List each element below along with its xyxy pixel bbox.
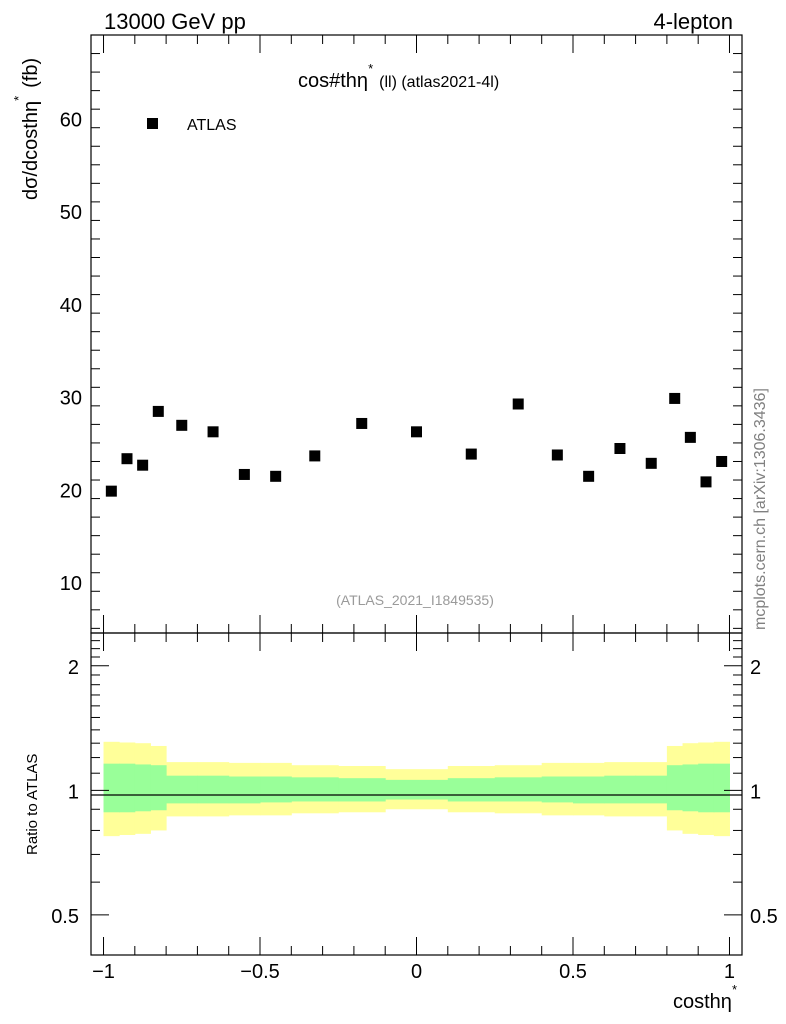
data-point [669,392,681,404]
ratio-band-inner [260,776,292,803]
data-point [614,443,626,455]
ratio-band-inner [666,765,684,811]
data-point [583,470,595,482]
ratio-band-inner [385,779,449,800]
ratio-uncertainty-bands [103,741,730,837]
ratio-x-axis: −1 −0.5 0 0.5 1 [92,633,735,983]
data-point [105,485,117,497]
main-y-tick-label: 10 [60,573,82,595]
main-title: cos#thη* (ll) (atlas2021-4l) [298,61,499,92]
ratio-band-inner [572,776,605,804]
ratio-y-axis-label: Ratio to ATLAS [24,754,41,855]
ratio-band-inner [494,777,543,802]
ratio-band-inner [134,764,151,812]
legend-marker-atlas [147,118,158,129]
ratio-y-tick-label: 0.5 [51,906,79,928]
source-side-label: mcplots.cern.ch [arXiv:1306.3436] [752,388,769,630]
ratio-y-tick-label: 2 [68,657,79,679]
main-y-axis-label-superscript: * [11,96,26,101]
main-y-tick-label: 60 [60,109,82,131]
ratio-band-inner [197,775,230,804]
ratio-y-tick-label-right: 0.5 [750,906,778,928]
ratio-band-inner [291,777,339,802]
data-point [645,457,657,469]
data-point [551,449,563,461]
x-tick-label: 0 [411,961,422,983]
x-tick-label: 0.5 [559,961,587,983]
x-tick-label: 1 [724,961,735,983]
ratio-band-inner [682,764,699,812]
ratio-band-inner [338,778,386,802]
header-energy-label: 13000 GeV pp [104,9,246,34]
ratio-band-inner [713,763,730,813]
x-tick-label: −0.5 [240,961,279,983]
ratio-band-inner [447,778,496,802]
main-data-points [105,392,728,497]
ratio-band-inner [604,775,637,804]
data-point [512,398,524,410]
data-point [121,453,133,465]
main-y-axis-label-text: dσ/dcosthη [20,101,42,200]
data-point [238,468,250,480]
data-point [207,426,219,438]
ratio-band-inner [166,775,198,804]
analysis-watermark: (ATLAS_2021_I1849535) [336,592,494,608]
x-tick-label: −1 [92,961,115,983]
x-axis-label: costhη* [673,982,737,1013]
main-title-superscript: * [368,61,373,76]
main-y-tick-label: 40 [60,295,82,317]
data-point [137,459,149,471]
ratio-band-inner [103,763,120,813]
main-title-text: cos#thη [298,70,368,92]
ratio-y-axis: 0.5 0.5 1 1 2 2 [51,640,778,928]
legend: ATLAS [147,117,237,134]
main-y-axis-label-unit: (fb) [20,58,42,88]
ratio-band-inner [635,775,668,804]
data-point [356,417,368,429]
ratio-y-tick-label-right: 1 [750,781,761,803]
main-y-tick-label: 20 [60,480,82,502]
data-point [684,431,696,443]
main-y-axis: 10 20 30 40 50 60 [60,34,742,633]
data-point [716,455,728,467]
main-y-axis-label: dσ/dcosthη* (fb) [11,58,42,200]
data-point [270,470,282,482]
ratio-band-inner [228,776,261,804]
data-point [152,405,164,417]
data-point [411,426,422,438]
ratio-band-inner [150,765,167,811]
x-axis-label-text: costhη [673,991,732,1013]
main-y-tick-label: 50 [60,202,82,224]
ratio-panel: 0.5 0.5 1 1 2 2 −1 −0.5 0 0.5 1 [51,632,778,983]
legend-label-atlas: ATLAS [187,117,237,134]
x-axis-label-superscript: * [732,982,737,997]
main-y-tick-label: 30 [60,388,82,410]
data-point [176,419,188,431]
ratio-y-tick-label-right: 2 [750,657,761,679]
main-panel: 10 20 30 40 50 60 [60,34,743,634]
main-title-suffix: (ll) (atlas2021-4l) [379,74,499,91]
data-point [309,450,321,462]
ratio-band-inner [541,776,574,803]
header-process-label: 4-lepton [653,9,733,34]
ratio-y-tick-label: 1 [68,781,79,803]
ratio-band-inner [698,763,715,813]
data-point [465,448,477,460]
ratio-band-inner [119,763,136,813]
data-point [700,476,712,488]
